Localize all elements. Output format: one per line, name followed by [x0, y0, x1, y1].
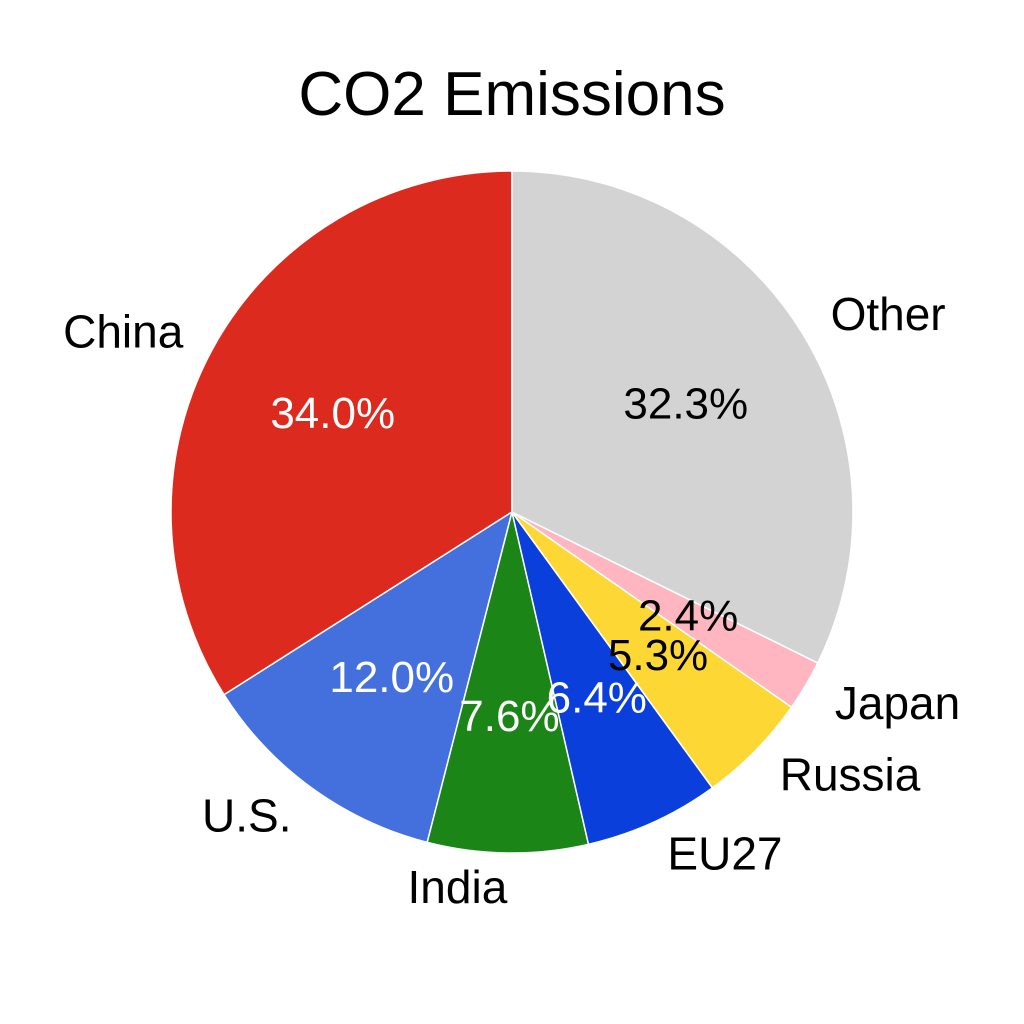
category-label-russia: Russia — [780, 749, 921, 801]
category-label-eu27: EU27 — [667, 827, 782, 879]
pie-slice-china — [170, 170, 513, 696]
category-label-china: China — [63, 305, 184, 357]
pct-label-u-s: 12.0% — [329, 653, 454, 702]
category-label-other: Other — [831, 288, 946, 340]
pct-label-russia: 5.3% — [608, 631, 708, 680]
pie-slice-india — [426, 511, 590, 854]
pie-slice-other — [511, 170, 854, 664]
category-label-u-s: U.S. — [202, 789, 291, 841]
category-label-india: India — [408, 861, 508, 913]
percentage-labels: 34.0% 12.0%7.6%6.4%5.3%2.4% 32.3% — [270, 380, 748, 742]
pie-slices — [170, 170, 854, 854]
chart-title: CO2 Emissions — [298, 60, 725, 129]
pct-label-china: 34.0% — [270, 389, 395, 438]
category-labels: China U.S. India EU27 Russia Japan Other — [63, 288, 960, 913]
pct-label-japan: 2.4% — [638, 592, 738, 641]
pct-label-india: 7.6% — [459, 692, 559, 741]
pie-slice-eu27 — [511, 511, 714, 846]
category-label-japan: Japan — [835, 677, 960, 729]
pct-label-eu27: 6.4% — [547, 674, 647, 723]
pct-label-other: 32.3% — [623, 380, 748, 429]
pie-slice-u-s — [223, 510, 514, 844]
